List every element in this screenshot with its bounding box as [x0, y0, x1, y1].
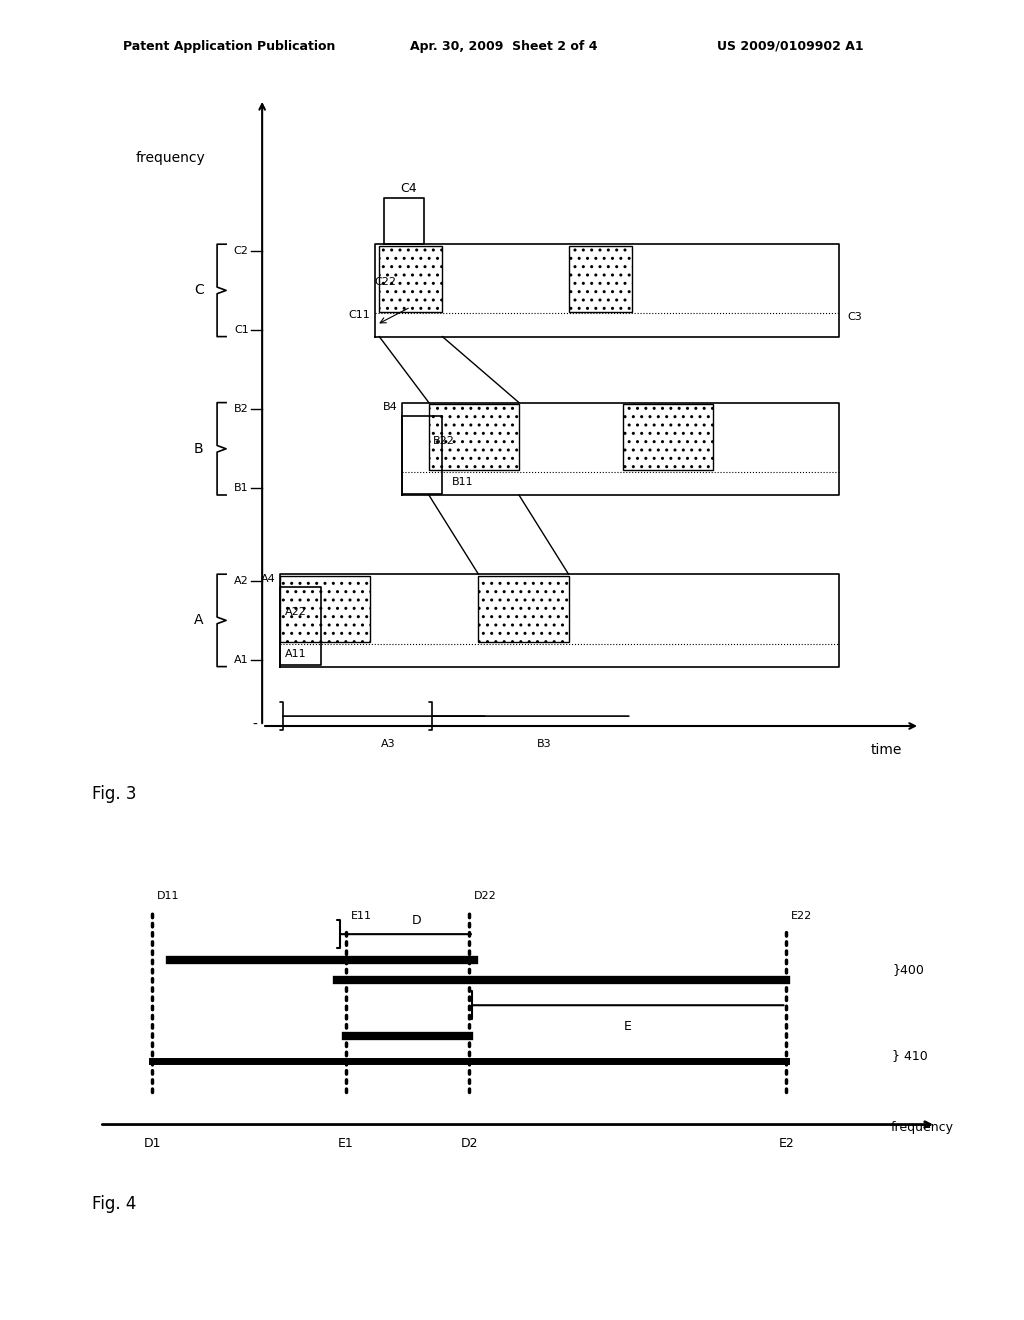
Text: frequency: frequency	[136, 152, 206, 165]
Text: US 2009/0109902 A1: US 2009/0109902 A1	[717, 40, 863, 53]
Bar	[478, 576, 568, 642]
Text: Apr. 30, 2009  Sheet 2 of 4: Apr. 30, 2009 Sheet 2 of 4	[410, 40, 597, 53]
Text: D2: D2	[461, 1138, 478, 1150]
Text: B4: B4	[383, 403, 397, 412]
Text: A11: A11	[285, 648, 306, 659]
Text: B3: B3	[537, 739, 551, 750]
Text: C: C	[194, 284, 204, 297]
Text: B1: B1	[234, 483, 249, 494]
Text: B: B	[194, 442, 204, 455]
Bar	[379, 246, 442, 312]
Text: A1: A1	[234, 655, 249, 665]
Text: time: time	[870, 742, 902, 756]
Text: B22: B22	[433, 436, 456, 446]
Text: Patent Application Publication: Patent Application Publication	[123, 40, 335, 53]
Text: A2: A2	[233, 576, 249, 586]
Text: A22: A22	[285, 607, 306, 618]
Text: C11: C11	[348, 310, 371, 319]
Text: B2: B2	[233, 404, 249, 414]
Text: C4: C4	[400, 182, 417, 194]
Text: E: E	[624, 1020, 632, 1034]
Text: frequency: frequency	[891, 1121, 953, 1134]
Text: D11: D11	[157, 891, 179, 902]
Text: C2: C2	[233, 246, 249, 256]
Text: C22: C22	[375, 277, 396, 286]
Text: B11: B11	[452, 477, 473, 487]
Bar	[281, 576, 371, 642]
Text: A: A	[195, 614, 204, 627]
Bar	[623, 404, 713, 470]
Text: C1: C1	[233, 325, 249, 335]
Text: Fig. 4: Fig. 4	[92, 1195, 136, 1213]
Text: C3: C3	[848, 312, 862, 322]
Text: E11: E11	[350, 912, 372, 921]
Text: D1: D1	[143, 1138, 161, 1150]
Text: A4: A4	[261, 574, 275, 583]
Text: }400: }400	[892, 964, 924, 977]
Text: } 410: } 410	[892, 1049, 928, 1063]
Bar	[429, 404, 519, 470]
Text: D: D	[412, 913, 421, 927]
Text: E2: E2	[778, 1138, 795, 1150]
Text: -: -	[253, 718, 258, 731]
Text: E22: E22	[791, 912, 812, 921]
Text: E1: E1	[338, 1138, 354, 1150]
Text: D22: D22	[474, 891, 497, 902]
Text: Fig. 3: Fig. 3	[92, 785, 136, 804]
Text: A3: A3	[381, 739, 395, 750]
Bar	[568, 246, 632, 312]
